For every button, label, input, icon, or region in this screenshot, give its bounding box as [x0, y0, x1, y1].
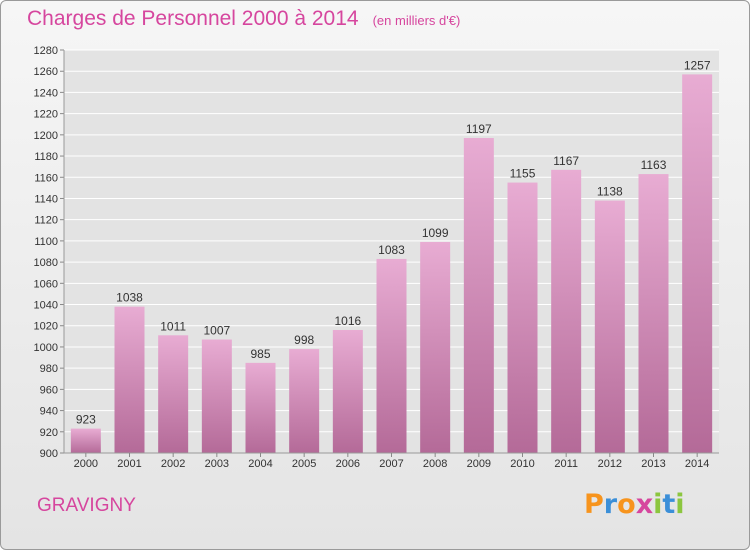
- x-tick-label: 2009: [467, 458, 491, 470]
- bar: [70, 428, 101, 453]
- bar: [594, 200, 625, 453]
- y-axis: 900 920 940 960 980 1000 1020 1040 1060 1080 1100 1…: [34, 45, 719, 460]
- bars: [70, 74, 713, 454]
- x-tick-label: 2012: [598, 458, 622, 470]
- x-tick-label: 2007: [379, 458, 403, 470]
- bar: [682, 74, 713, 454]
- y-tick-label: 1000: [34, 342, 58, 354]
- data-label: 1007: [203, 324, 230, 338]
- data-label: 1038: [116, 291, 143, 305]
- proxiti-logo: Proxiti: [584, 489, 685, 520]
- y-tick-label: 900: [40, 448, 58, 460]
- bar: [201, 339, 232, 453]
- bar: [332, 329, 363, 453]
- data-label: 1016: [334, 314, 361, 328]
- data-label: 1155: [510, 167, 536, 181]
- bar: [114, 306, 145, 453]
- bar: [245, 362, 276, 453]
- data-labels: 923 1038 1011 1007 985 998 1016 1083 1099 1197 115…: [76, 58, 711, 426]
- y-tick-label: 980: [40, 363, 58, 375]
- x-tick-label: 2004: [248, 458, 272, 470]
- bar: [638, 174, 669, 453]
- y-tick-label: 1220: [34, 109, 58, 121]
- bar: [551, 169, 582, 453]
- data-label: 1167: [553, 154, 579, 168]
- y-tick-label: 940: [40, 406, 58, 418]
- x-tick-label: 2003: [205, 458, 229, 470]
- y-tick-label: 1040: [34, 300, 58, 312]
- y-tick-label: 1020: [34, 321, 58, 333]
- x-tick-label: 2014: [685, 458, 709, 470]
- y-tick-label: 1260: [34, 66, 58, 78]
- y-tick-label: 1280: [34, 45, 58, 57]
- data-label: 1163: [641, 158, 667, 172]
- y-tick-label: 1140: [34, 193, 58, 205]
- data-label: 1083: [378, 243, 405, 257]
- chart-title-text: Charges de Personnel 2000 à 2014: [27, 7, 359, 30]
- y-tick-label: 1100: [34, 236, 58, 248]
- x-tick-label: 2008: [423, 458, 447, 470]
- y-tick-label: 1240: [34, 87, 58, 99]
- logo-letter: o: [617, 489, 636, 520]
- data-label: 998: [294, 333, 314, 347]
- data-label: 1011: [160, 319, 186, 333]
- town-name: GRAVIGNY: [37, 495, 136, 516]
- logo-letter: i: [653, 489, 663, 520]
- x-tick-label: 2013: [641, 458, 665, 470]
- bar: [376, 258, 407, 453]
- y-tick-label: 1120: [34, 215, 58, 227]
- bar: [420, 241, 451, 453]
- chart-subtitle: (en milliers d'€): [372, 13, 461, 28]
- data-label: 1099: [422, 226, 449, 240]
- logo-letter: i: [675, 489, 685, 520]
- logo-letter: P: [584, 489, 604, 520]
- x-axis: 2000 2001 2002 2003 2004 2005 2006 2007 2008 2009…: [74, 453, 709, 470]
- y-tick-label: 920: [40, 427, 58, 439]
- bar: [158, 335, 189, 453]
- logo-letter: r: [603, 489, 618, 520]
- y-tick-label: 960: [40, 384, 58, 396]
- y-tick-label: 1160: [34, 172, 58, 184]
- x-tick-label: 2002: [161, 458, 185, 470]
- x-tick-label: 2006: [336, 458, 360, 470]
- logo-letter: t: [662, 489, 676, 520]
- x-tick-label: 2000: [74, 458, 98, 470]
- bar: [289, 349, 320, 453]
- data-label: 985: [250, 347, 270, 361]
- y-tick-label: 1200: [34, 130, 58, 142]
- data-label: 923: [76, 413, 96, 427]
- x-tick-label: 2001: [117, 458, 141, 470]
- data-label: 1138: [597, 185, 623, 199]
- bar: [507, 182, 538, 453]
- y-tick-label: 1060: [34, 278, 58, 290]
- x-tick-label: 2005: [292, 458, 316, 470]
- x-tick-label: 2010: [510, 458, 534, 470]
- y-tick-label: 1080: [34, 257, 58, 269]
- data-label: 1197: [466, 122, 492, 136]
- bar: [463, 138, 494, 453]
- data-label: 1257: [684, 58, 711, 72]
- logo-letter: x: [635, 489, 654, 520]
- y-tick-label: 1180: [34, 151, 58, 163]
- x-tick-label: 2011: [554, 458, 578, 470]
- chart-title: Charges de Personnel 2000 à 2014 (en mill…: [27, 7, 460, 31]
